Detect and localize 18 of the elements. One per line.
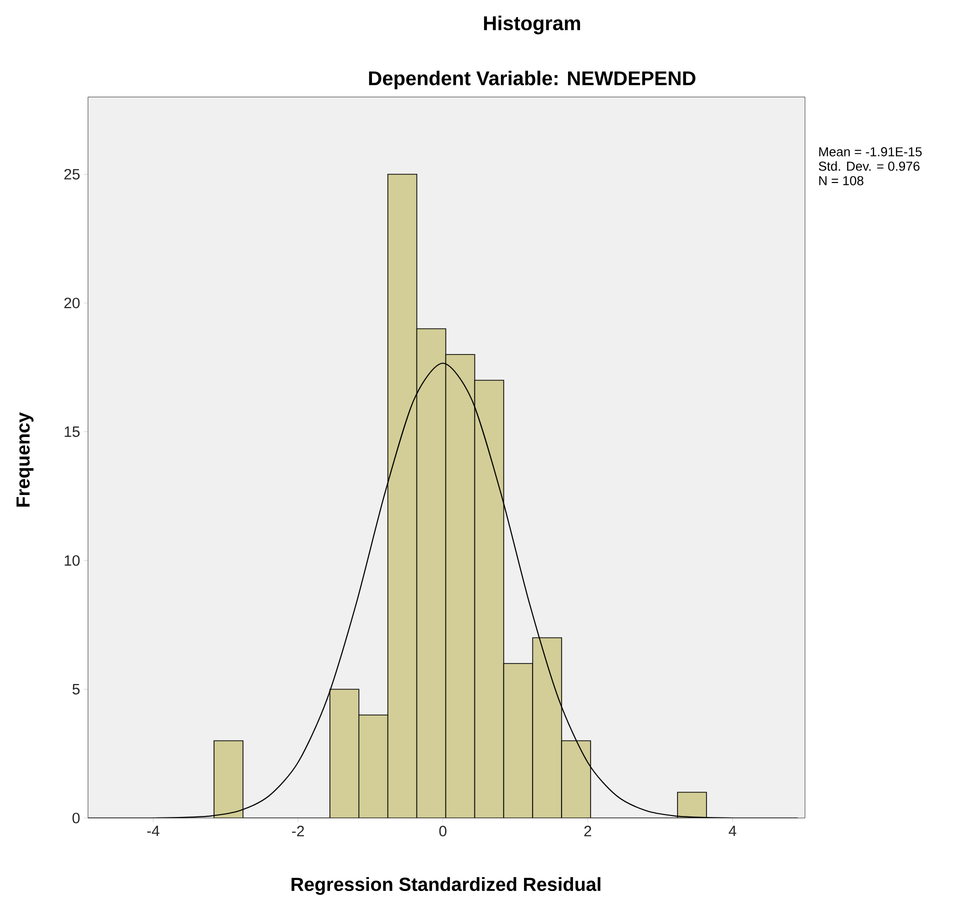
x-tick-label: 2 [584, 826, 592, 836]
y-tick-label: 15 [64, 426, 80, 437]
chart-subtitle: Dependent Variable: NEWDEPEND [369, 70, 696, 90]
text: Mean = -1.91E-15 [819, 147, 922, 156]
x-tick-label: -2 [292, 826, 304, 836]
text: N = 108 [819, 176, 864, 186]
y-axis-title: Frequency [16, 412, 34, 507]
text: Std. Dev. = 0.976 [818, 161, 920, 171]
x-tick-label: 4 [728, 826, 736, 836]
x-axis-title: Regression Standardized Residual [292, 877, 600, 895]
x-tick-label: 0 [439, 826, 446, 836]
y-tick-label: 25 [64, 168, 80, 180]
y-tick-label: 5 [72, 684, 80, 694]
chart-title: Histogram [484, 16, 580, 34]
y-tick-label: 20 [64, 298, 80, 308]
y-tick-label: 0 [72, 812, 80, 824]
y-tick-label: 10 [64, 555, 80, 566]
x-tick-label: -4 [147, 826, 160, 836]
